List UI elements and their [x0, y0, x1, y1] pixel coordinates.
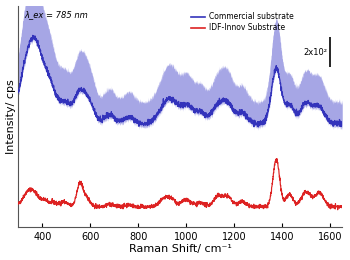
Legend: Commercial substrate, IDF-Innov Substrate: Commercial substrate, IDF-Innov Substrat…	[188, 9, 296, 35]
Y-axis label: Intensity/ cps: Intensity/ cps	[6, 79, 15, 154]
Text: λ_ex = 785 nm: λ_ex = 785 nm	[25, 10, 89, 19]
X-axis label: Raman Shift/ cm⁻¹: Raman Shift/ cm⁻¹	[129, 244, 232, 255]
Text: 2x10²: 2x10²	[303, 48, 327, 57]
